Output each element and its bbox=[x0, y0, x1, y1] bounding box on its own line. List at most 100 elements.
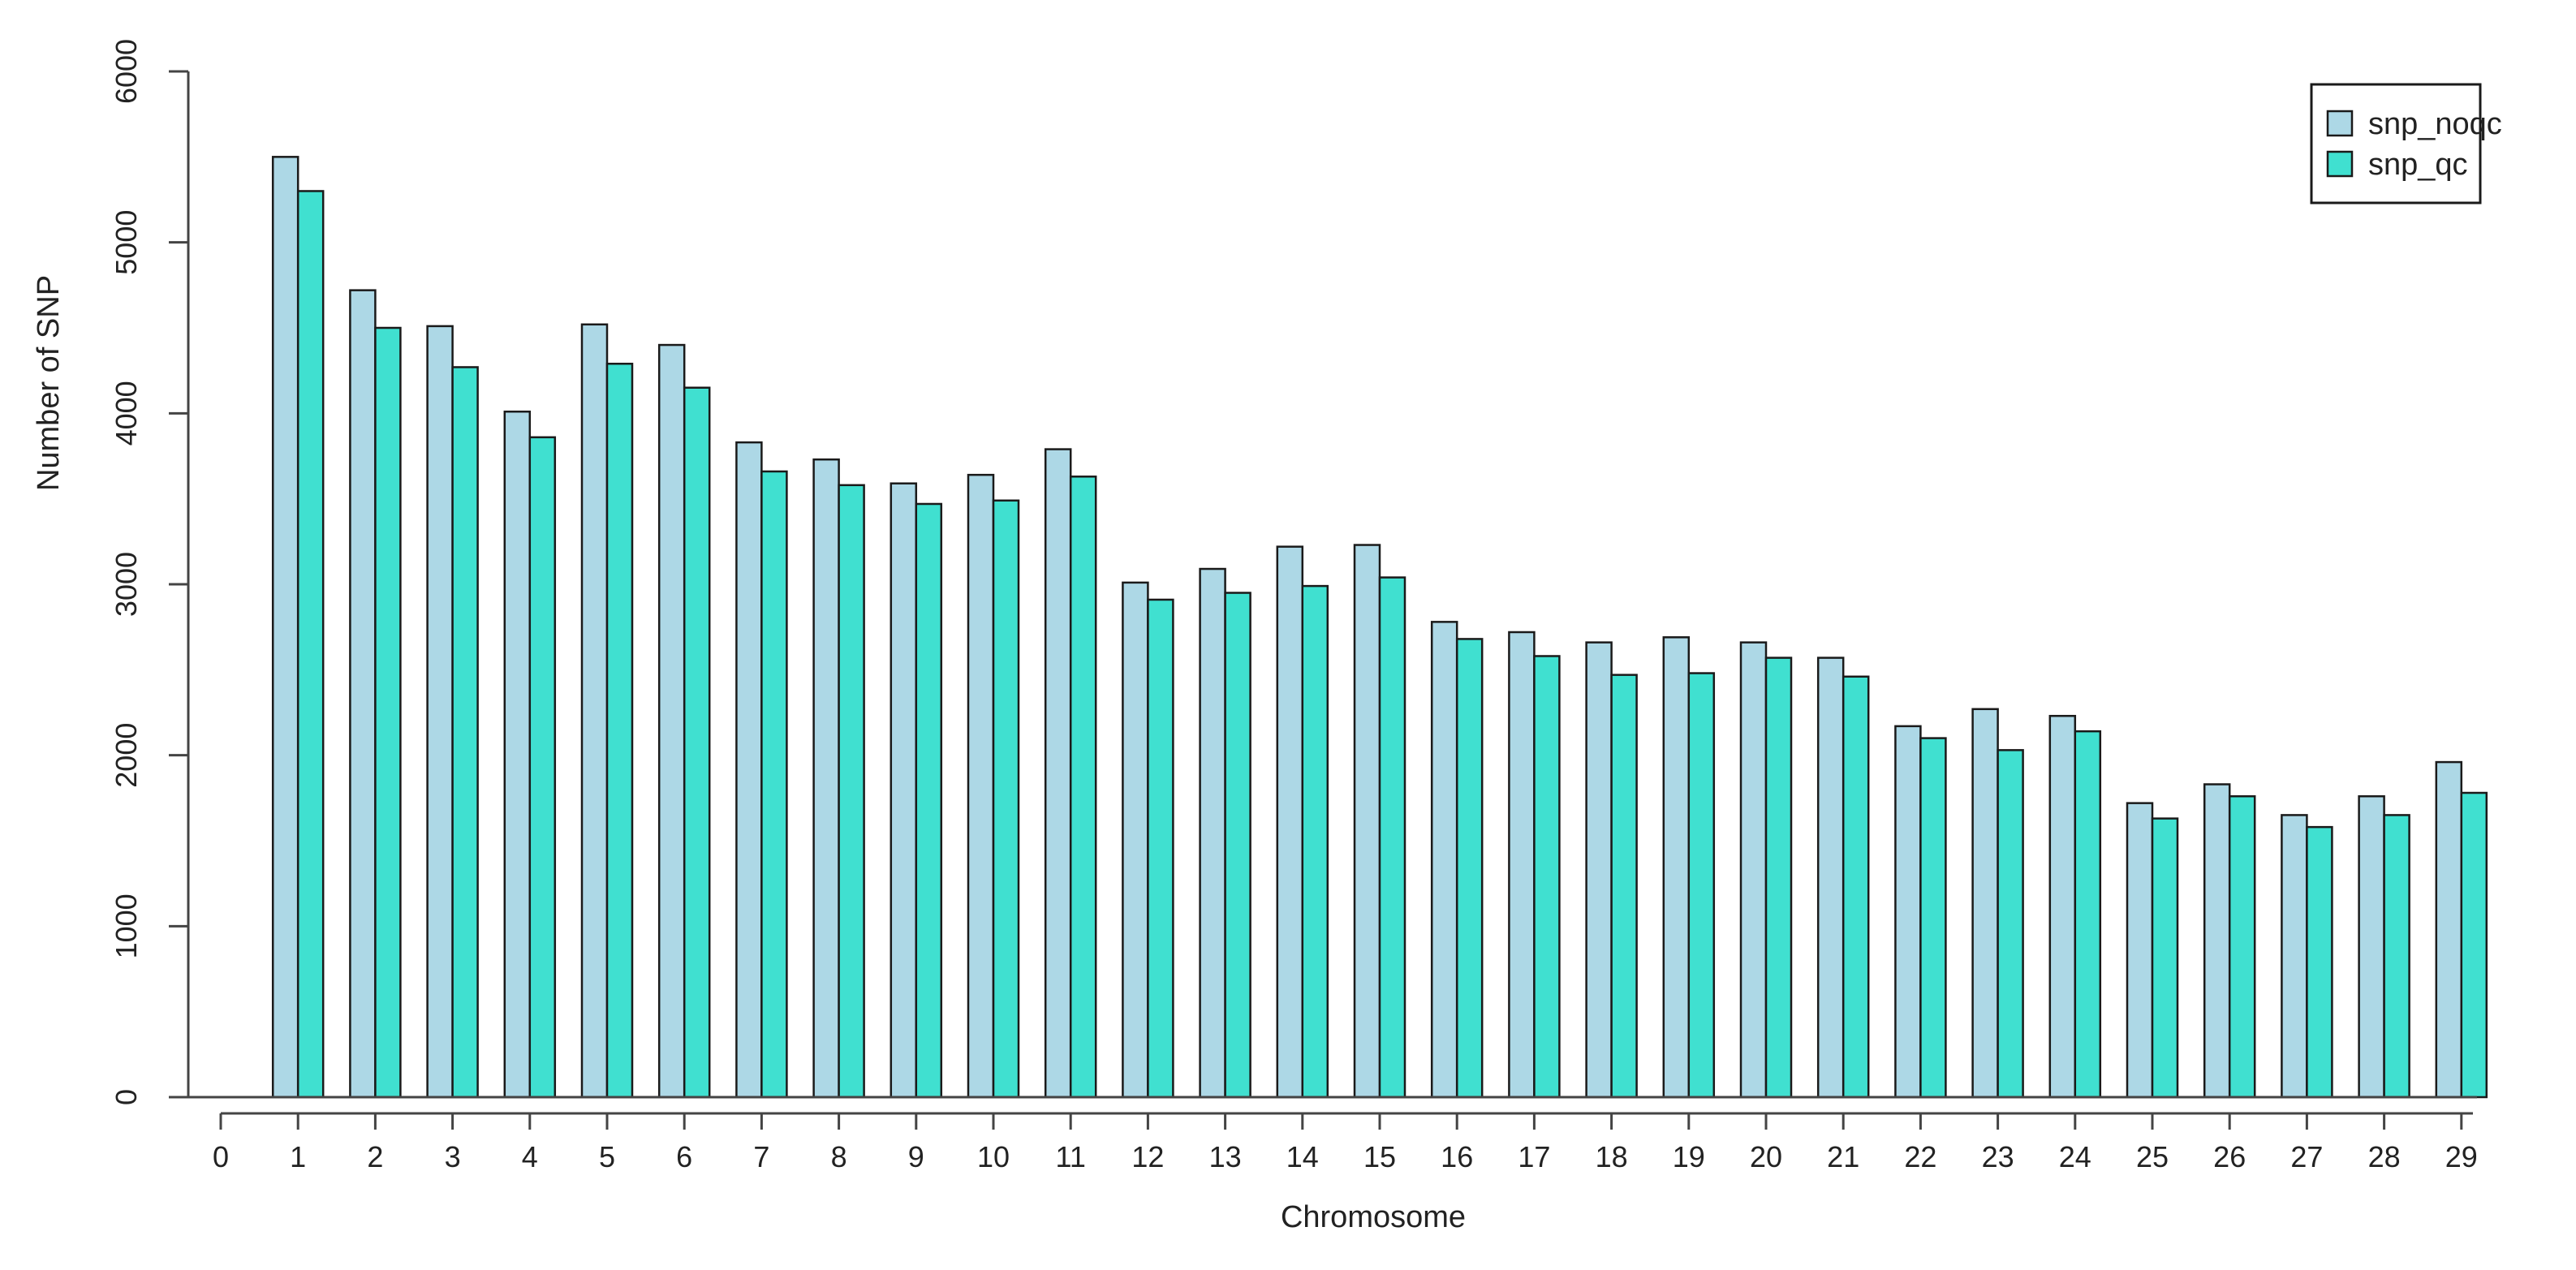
x-tick-label: 4 bbox=[522, 1140, 538, 1173]
bars-group bbox=[271, 156, 2488, 1099]
bar-snp_qc-11 bbox=[1069, 476, 1097, 1099]
x-tick-label: 5 bbox=[599, 1140, 615, 1173]
bar-snp_qc-9 bbox=[915, 502, 943, 1099]
bar-snp_qc-1 bbox=[296, 190, 325, 1099]
bar-snp_noqc-21 bbox=[1816, 657, 1845, 1099]
bar-snp_noqc-12 bbox=[1122, 581, 1149, 1099]
bar-snp_qc-10 bbox=[992, 499, 1020, 1099]
legend-label-snp_qc: snp_qc bbox=[2368, 148, 2468, 182]
bar-snp_noqc-17 bbox=[1508, 631, 1536, 1099]
bar-snp_qc-8 bbox=[838, 484, 865, 1099]
x-tick-label: 3 bbox=[445, 1140, 461, 1173]
bar-snp_noqc-10 bbox=[967, 473, 995, 1099]
y-axis-title: Number of SNP bbox=[32, 275, 66, 491]
bar-snp_noqc-3 bbox=[426, 325, 454, 1099]
bar-snp_noqc-23 bbox=[1971, 708, 1999, 1099]
x-tick-label: 12 bbox=[1131, 1140, 1164, 1173]
bar-snp_qc-18 bbox=[1610, 674, 1638, 1099]
x-tick-label: 28 bbox=[2368, 1140, 2401, 1173]
y-tick-label: 5000 bbox=[110, 210, 143, 275]
bar-snp_qc-22 bbox=[1919, 737, 1947, 1099]
x-tick-label: 25 bbox=[2136, 1140, 2169, 1173]
bar-snp_noqc-14 bbox=[1276, 545, 1304, 1099]
bar-snp_noqc-20 bbox=[1739, 641, 1768, 1099]
x-tick-label: 10 bbox=[977, 1140, 1010, 1173]
bar-snp_qc-26 bbox=[2228, 794, 2256, 1099]
x-tick-label: 9 bbox=[908, 1140, 924, 1173]
bar-snp_qc-15 bbox=[1378, 576, 1406, 1099]
x-tick-label: 8 bbox=[831, 1140, 847, 1173]
bar-snp_qc-21 bbox=[1842, 675, 1870, 1099]
y-tick-label: 4000 bbox=[110, 381, 143, 446]
x-tick-label: 15 bbox=[1363, 1140, 1396, 1173]
bar-snp_noqc-13 bbox=[1199, 567, 1226, 1099]
x-tick-label: 1 bbox=[290, 1140, 306, 1173]
bar-snp_qc-25 bbox=[2151, 817, 2179, 1099]
x-tick-label: 26 bbox=[2213, 1140, 2246, 1173]
bar-snp_qc-17 bbox=[1533, 655, 1561, 1099]
x-tick-label: 14 bbox=[1286, 1140, 1319, 1173]
bar-snp_qc-12 bbox=[1147, 598, 1174, 1099]
bar-snp_qc-20 bbox=[1764, 657, 1793, 1099]
bar-snp_noqc-4 bbox=[503, 410, 532, 1099]
x-tick-label: 18 bbox=[1596, 1140, 1628, 1173]
legend-swatch-snp_noqc bbox=[2326, 110, 2354, 137]
bar-snp_noqc-15 bbox=[1353, 544, 1381, 1099]
x-tick-label: 23 bbox=[1982, 1140, 2014, 1173]
bar-snp_qc-4 bbox=[528, 436, 557, 1099]
bar-snp_qc-14 bbox=[1301, 584, 1329, 1099]
bar-snp_qc-29 bbox=[2460, 791, 2488, 1099]
bar-snp_qc-2 bbox=[374, 326, 402, 1099]
x-tick-label: 16 bbox=[1441, 1140, 1473, 1173]
bar-snp_noqc-6 bbox=[657, 343, 686, 1099]
bar-snp_qc-7 bbox=[760, 470, 788, 1099]
bar-snp_noqc-24 bbox=[2048, 714, 2077, 1099]
bar-snp_noqc-5 bbox=[580, 323, 609, 1099]
bar-snp_noqc-26 bbox=[2203, 783, 2231, 1099]
x-tick-label: 27 bbox=[2290, 1140, 2323, 1173]
bar-snp_noqc-1 bbox=[271, 156, 299, 1099]
y-tick-label: 0 bbox=[110, 1089, 143, 1105]
bar-snp_noqc-28 bbox=[2358, 794, 2385, 1099]
bar-snp_qc-16 bbox=[1455, 638, 1484, 1099]
x-tick-label: 13 bbox=[1209, 1140, 1242, 1173]
x-tick-label: 0 bbox=[213, 1140, 229, 1173]
bar-snp_qc-28 bbox=[2383, 814, 2410, 1099]
bar-snp_noqc-19 bbox=[1662, 636, 1691, 1099]
legend-swatch-snp_qc bbox=[2326, 150, 2354, 178]
y-tick-label: 1000 bbox=[110, 893, 143, 958]
x-tick-label: 11 bbox=[1056, 1140, 1086, 1173]
x-axis-title: Chromosome bbox=[1281, 1200, 1466, 1234]
legend-box bbox=[2310, 83, 2482, 204]
y-tick-label: 2000 bbox=[110, 723, 143, 788]
x-tick-label: 24 bbox=[2059, 1140, 2091, 1173]
bar-snp_qc-3 bbox=[451, 366, 479, 1099]
legend-label-snp_noqc: snp_noqc bbox=[2368, 107, 2502, 141]
bar-snp_noqc-16 bbox=[1430, 621, 1458, 1099]
bar-snp_noqc-9 bbox=[890, 482, 918, 1099]
x-tick-label: 22 bbox=[1904, 1140, 1936, 1173]
y-tick-label: 6000 bbox=[110, 39, 143, 104]
x-tick-label: 7 bbox=[753, 1140, 769, 1173]
x-tick-label: 21 bbox=[1827, 1140, 1859, 1173]
y-tick-label: 3000 bbox=[110, 552, 143, 617]
bar-snp_noqc-25 bbox=[2126, 802, 2154, 1099]
bar-snp_qc-13 bbox=[1224, 592, 1251, 1099]
bar-snp_qc-19 bbox=[1687, 672, 1716, 1099]
bar-snp_qc-24 bbox=[2074, 730, 2102, 1099]
bar-snp_qc-6 bbox=[683, 386, 711, 1099]
bar-snp_noqc-22 bbox=[1894, 725, 1922, 1099]
bar-snp_qc-27 bbox=[2306, 825, 2333, 1099]
bar-snp_noqc-8 bbox=[812, 458, 840, 1099]
x-tick-label: 17 bbox=[1518, 1140, 1550, 1173]
x-tick-label: 6 bbox=[676, 1140, 692, 1173]
x-tick-label: 29 bbox=[2445, 1140, 2478, 1173]
legend: snp_noqc snp_qc bbox=[2310, 83, 2502, 204]
x-tick-label: 19 bbox=[1673, 1140, 1705, 1173]
bar-snp_noqc-2 bbox=[349, 289, 377, 1099]
x-tick-label: 2 bbox=[367, 1140, 383, 1173]
bar-snp_noqc-18 bbox=[1585, 641, 1613, 1099]
bar-snp_qc-23 bbox=[1997, 749, 2024, 1099]
